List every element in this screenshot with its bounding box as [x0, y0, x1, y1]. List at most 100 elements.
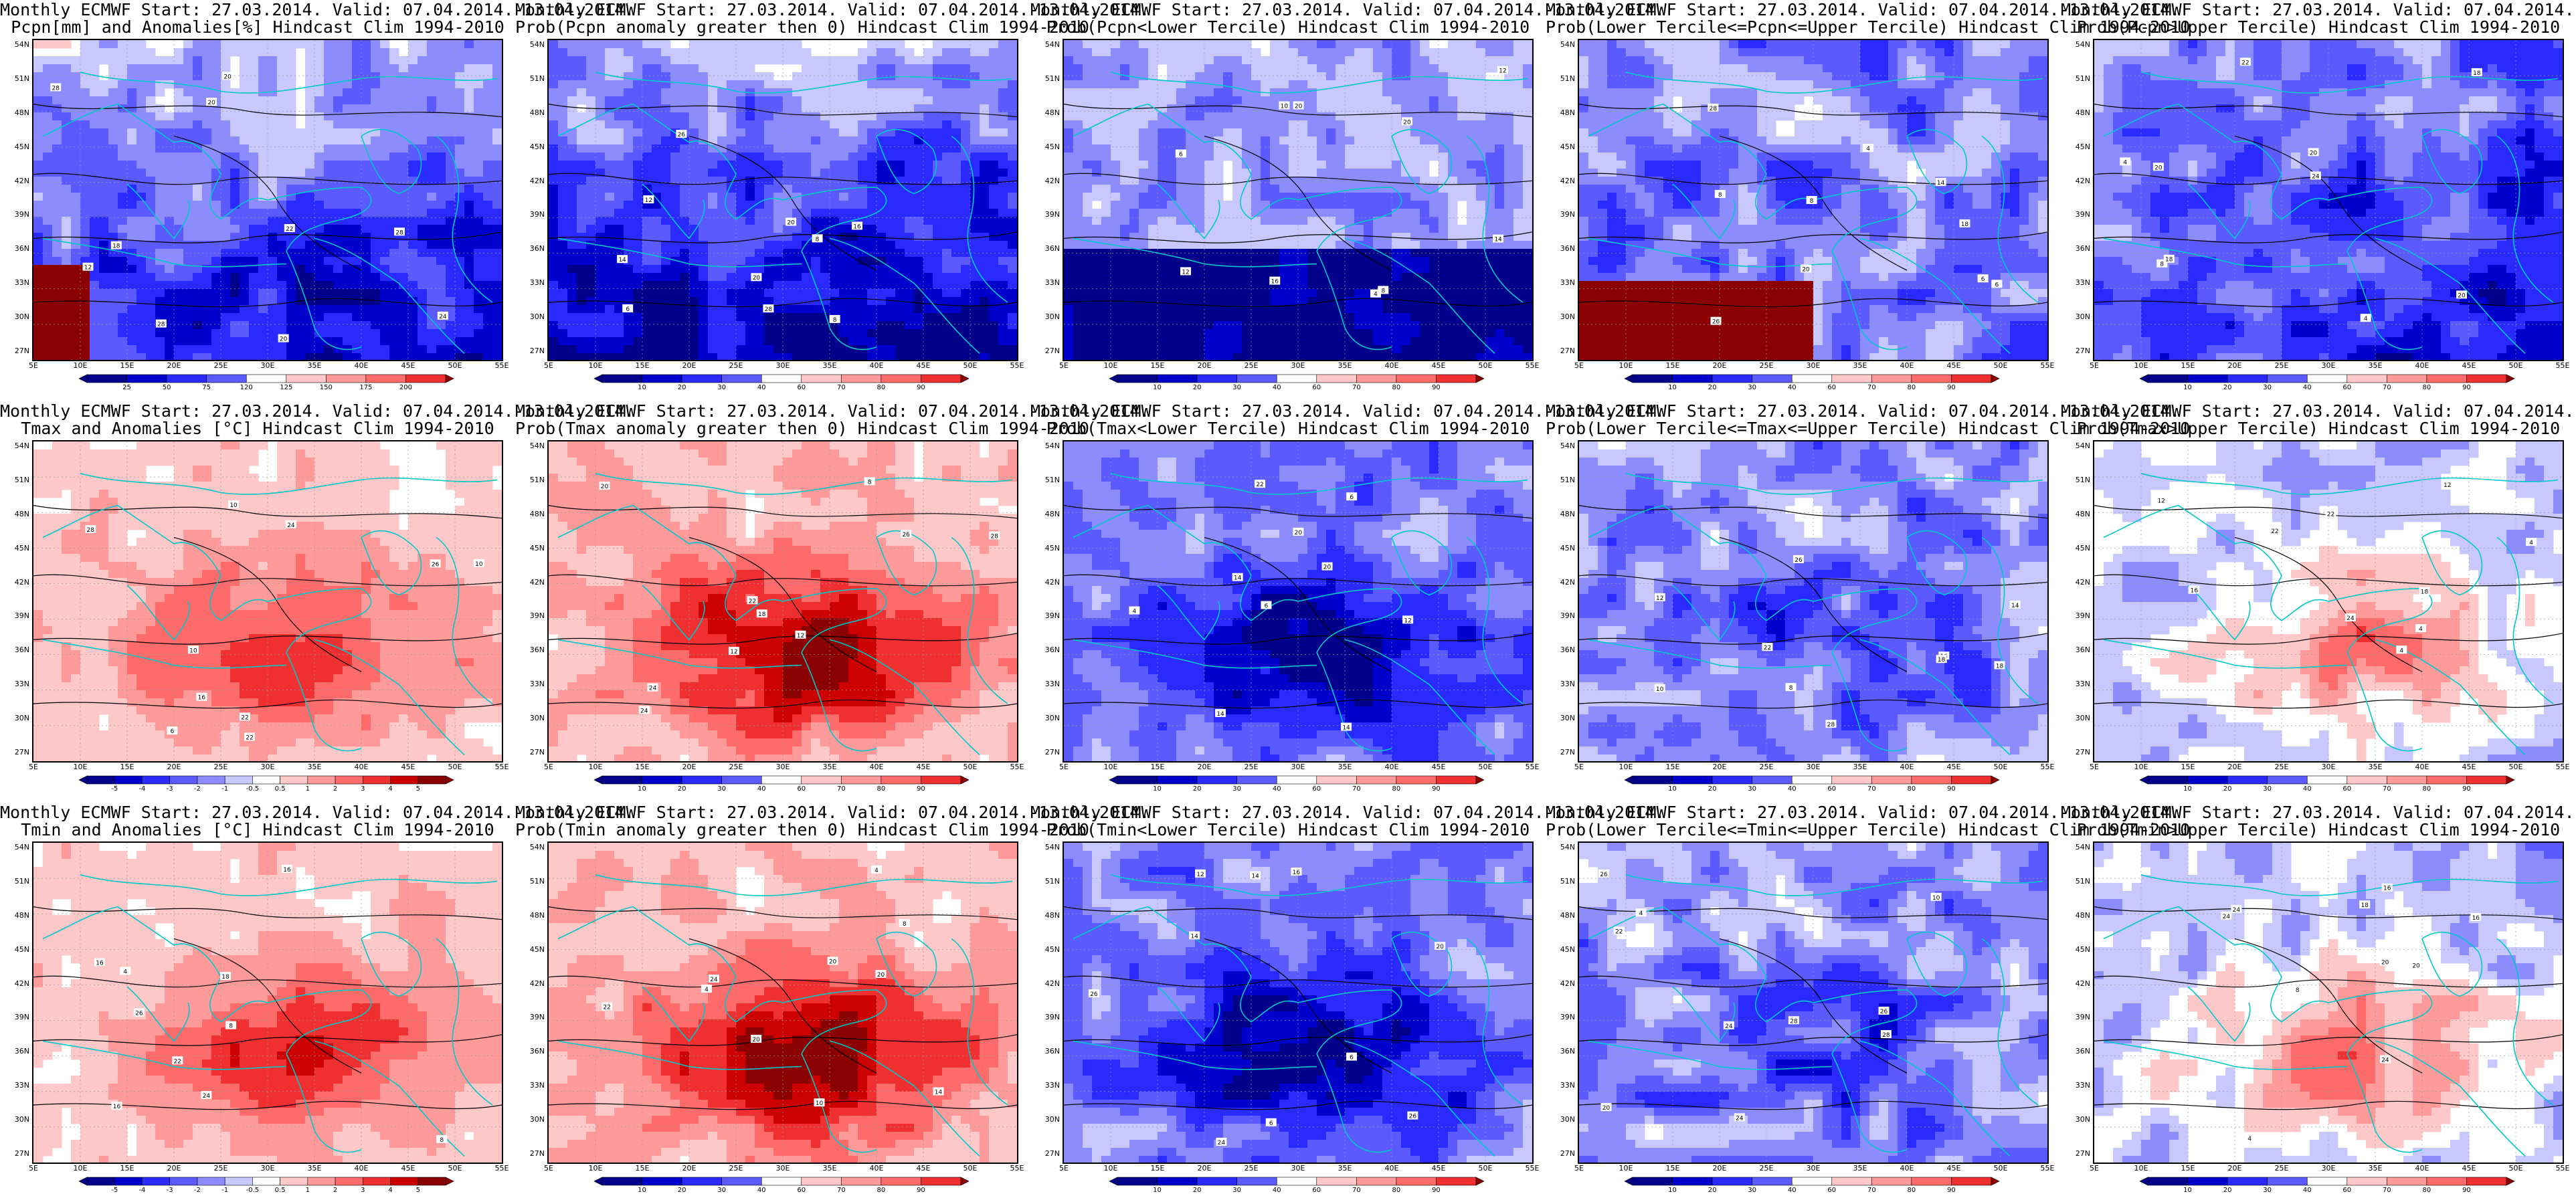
- field-cell: [961, 56, 971, 65]
- field-cell: [1420, 144, 1430, 153]
- field-cell: [549, 297, 559, 306]
- field-cell: [811, 313, 821, 322]
- field-cell: [567, 161, 577, 169]
- field-cell: [314, 329, 325, 338]
- field-cell: [914, 169, 924, 177]
- field-cell: [108, 273, 118, 282]
- field-cell: [858, 289, 868, 298]
- field-cell: [951, 193, 961, 201]
- field-cell: [848, 209, 858, 217]
- field-cell: [277, 281, 287, 290]
- field-cell: [998, 281, 1008, 290]
- field-cell: [108, 297, 118, 306]
- field-cell: [43, 136, 53, 145]
- field-cell: [886, 249, 896, 258]
- field-cell: [923, 353, 933, 360]
- field-cell: [998, 96, 1008, 105]
- field-cell: [624, 273, 634, 282]
- field-cell: [305, 40, 315, 49]
- field-cell: [474, 169, 484, 177]
- field-cell: [258, 273, 268, 282]
- field-cell: [586, 96, 596, 105]
- field-cell: [951, 201, 961, 209]
- field-cell: [99, 177, 109, 185]
- field-cell: [830, 144, 840, 153]
- field-cell: [942, 64, 952, 73]
- field-cell: [642, 337, 652, 346]
- field-cell: [90, 40, 100, 49]
- field-cell: [923, 273, 933, 282]
- field-cell: [1092, 40, 1102, 49]
- field-cell: [1232, 112, 1243, 121]
- field-cell: [961, 233, 971, 241]
- field-cell: [867, 289, 877, 298]
- field-cell: [230, 249, 240, 258]
- field-cell: [399, 80, 409, 89]
- field-cell: [52, 353, 62, 360]
- field-cell: [567, 313, 577, 322]
- field-cell: [745, 209, 755, 217]
- field-cell: [71, 153, 81, 161]
- field-cell: [895, 48, 905, 57]
- field-cell: [268, 321, 278, 330]
- field-cell: [755, 56, 765, 65]
- field-cell: [736, 297, 746, 306]
- field-cell: [277, 177, 287, 185]
- field-cell: [427, 353, 437, 360]
- field-cell: [1307, 153, 1317, 161]
- field-cell: [80, 313, 90, 322]
- field-cell: [446, 185, 456, 193]
- field-cell: [193, 161, 203, 169]
- colorbar-segment: [166, 374, 207, 383]
- field-cell: [418, 40, 428, 49]
- field-cell: [595, 96, 606, 105]
- field-cell: [1223, 56, 1233, 65]
- field-cell: [745, 217, 755, 225]
- field-cell: [1326, 72, 1336, 81]
- field-cell: [858, 64, 868, 73]
- field-cell: [961, 120, 971, 129]
- field-cell: [642, 40, 652, 49]
- field-cell: [343, 329, 353, 338]
- field-cell: [165, 177, 175, 185]
- field-cell: [961, 345, 971, 354]
- field-cell: [371, 72, 381, 81]
- field-cell: [399, 128, 409, 137]
- field-cell: [286, 169, 296, 177]
- field-cell: [221, 273, 231, 282]
- field-cell: [258, 345, 268, 354]
- field-cell: [33, 289, 43, 298]
- field-cell: [652, 209, 662, 217]
- field-cell: [633, 112, 643, 121]
- field-cell: [848, 257, 858, 266]
- field-cell: [258, 241, 268, 249]
- field-cell: [970, 96, 980, 105]
- field-cell: [736, 56, 746, 65]
- field-cell: [961, 193, 971, 201]
- field-cell: [343, 136, 353, 145]
- field-cell: [577, 305, 587, 314]
- field-cell: [286, 120, 296, 129]
- field-cell: [474, 80, 484, 89]
- field-cell: [277, 321, 287, 330]
- field-cell: [183, 265, 193, 274]
- field-cell: [886, 353, 896, 360]
- field-cell: [174, 289, 184, 298]
- field-cell: [689, 136, 699, 145]
- field-cell: [296, 265, 306, 274]
- field-cell: [492, 225, 502, 233]
- field-cell: [389, 153, 399, 161]
- latitude-tick-label: 27N: [0, 346, 29, 355]
- field-cell: [127, 161, 137, 169]
- longitude-tick-label: 40E: [1378, 361, 1405, 370]
- field-cell: [165, 217, 175, 225]
- field-cell: [352, 337, 362, 346]
- field-cell: [680, 112, 690, 121]
- field-cell: [1261, 161, 1271, 169]
- field-cell: [1523, 153, 1532, 161]
- field-cell: [33, 64, 43, 73]
- field-cell: [286, 72, 296, 81]
- field-cell: [1345, 56, 1355, 65]
- field-cell: [989, 281, 999, 290]
- field-cell: [895, 40, 905, 49]
